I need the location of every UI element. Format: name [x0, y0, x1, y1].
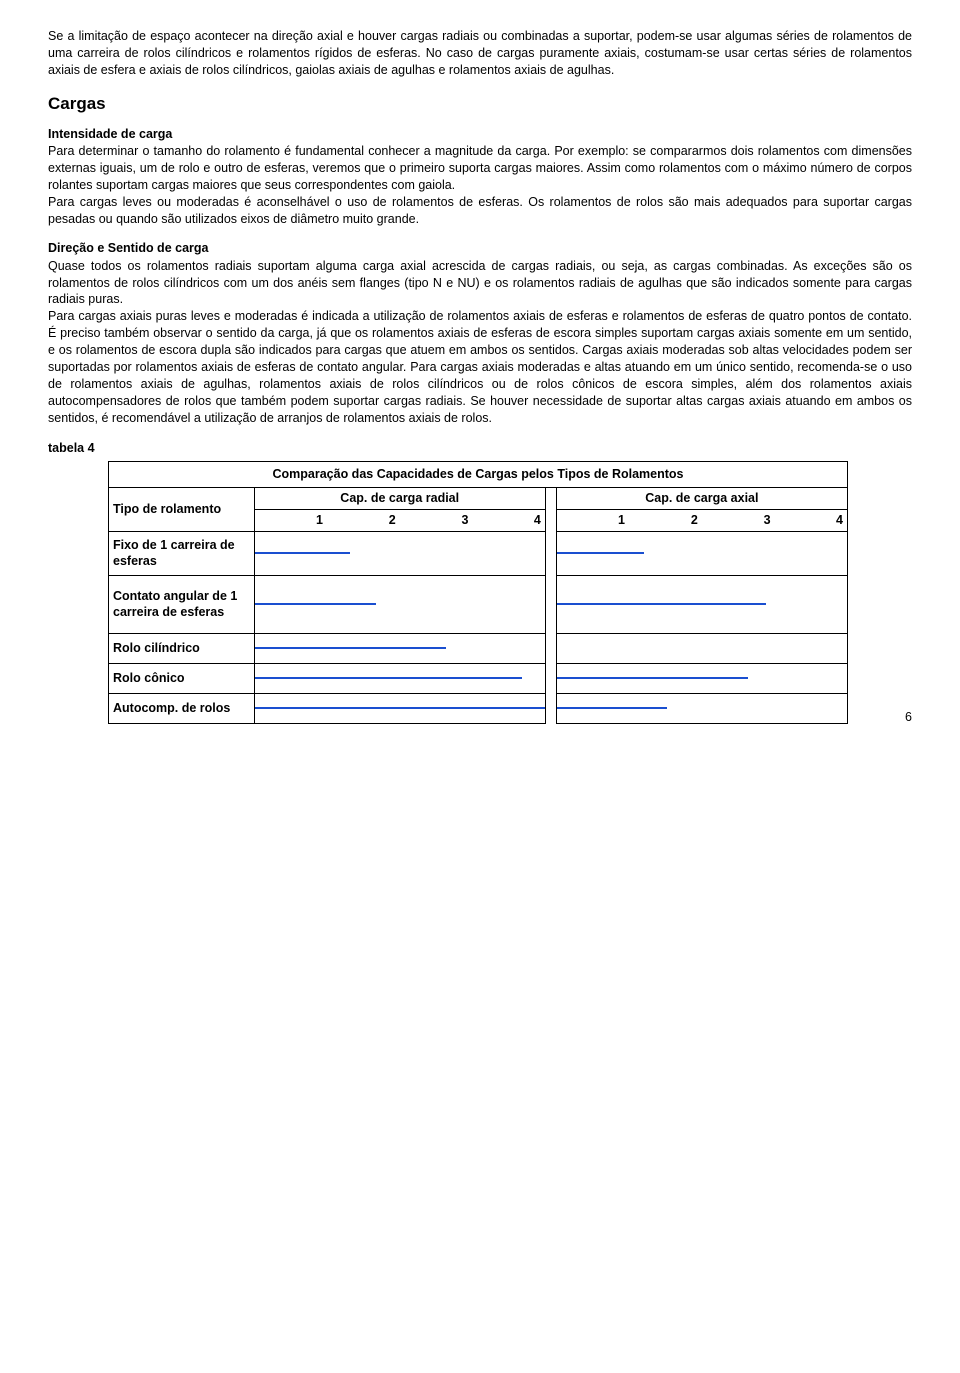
- col-num: 1: [556, 510, 629, 532]
- radial-bar-cell: [254, 633, 545, 663]
- intro-paragraph: Se a limitação de espaço acontecer na di…: [48, 28, 912, 79]
- axial-bar-cell: [556, 663, 847, 693]
- col-num: 2: [327, 510, 400, 532]
- intensity-block: Intensidade de carga Para determinar o t…: [48, 126, 912, 228]
- table-row: Fixo de 1 carreira de esferas: [109, 531, 848, 575]
- table-label: tabela 4: [48, 440, 912, 457]
- bar: [255, 647, 447, 649]
- col-num: 3: [400, 510, 473, 532]
- bar: [557, 552, 644, 554]
- intensity-title: Intensidade de carga: [48, 126, 912, 143]
- radial-header: Cap. de carga radial: [254, 488, 545, 510]
- col-num: 3: [702, 510, 775, 532]
- col-num: 4: [775, 510, 848, 532]
- page-number: 6: [905, 709, 912, 726]
- axial-bar-cell: [556, 693, 847, 723]
- table-title: Comparação das Capacidades de Cargas pel…: [109, 462, 848, 488]
- row-label: Autocomp. de rolos: [109, 693, 255, 723]
- radial-bar-cell: [254, 531, 545, 575]
- table-row: Autocomp. de rolos: [109, 693, 848, 723]
- row-label: Fixo de 1 carreira de esferas: [109, 531, 255, 575]
- bar: [255, 552, 351, 554]
- bar: [255, 603, 377, 605]
- table-row: Rolo cilíndrico: [109, 633, 848, 663]
- row-label: Rolo cilíndrico: [109, 633, 255, 663]
- axial-bar-cell: [556, 575, 847, 633]
- radial-bar-cell: [254, 663, 545, 693]
- bar: [557, 603, 766, 605]
- table-row: Rolo cônico: [109, 663, 848, 693]
- bar: [255, 707, 545, 709]
- type-header: Tipo de rolamento: [109, 488, 255, 532]
- direction-title: Direção e Sentido de carga: [48, 240, 912, 257]
- axial-bar-cell: [556, 531, 847, 575]
- radial-bar-cell: [254, 693, 545, 723]
- row-label: Contato angular de 1 carreira de esferas: [109, 575, 255, 633]
- intensity-text: Para determinar o tamanho do rolamento é…: [48, 144, 912, 226]
- section-heading-cargas: Cargas: [48, 93, 912, 116]
- direction-text: Quase todos os rolamentos radiais suport…: [48, 259, 912, 425]
- table-gap: [545, 488, 556, 724]
- direction-block: Direção e Sentido de carga Quase todos o…: [48, 240, 912, 427]
- col-num: 1: [254, 510, 327, 532]
- axial-header: Cap. de carga axial: [556, 488, 847, 510]
- bar: [255, 677, 522, 679]
- bar: [557, 707, 667, 709]
- comparison-table: Comparação das Capacidades de Cargas pel…: [108, 461, 848, 724]
- col-num: 2: [629, 510, 702, 532]
- table-row: Contato angular de 1 carreira de esferas: [109, 575, 848, 633]
- axial-bar-cell: [556, 633, 847, 663]
- row-label: Rolo cônico: [109, 663, 255, 693]
- radial-bar-cell: [254, 575, 545, 633]
- col-num: 4: [473, 510, 546, 532]
- bar: [557, 677, 749, 679]
